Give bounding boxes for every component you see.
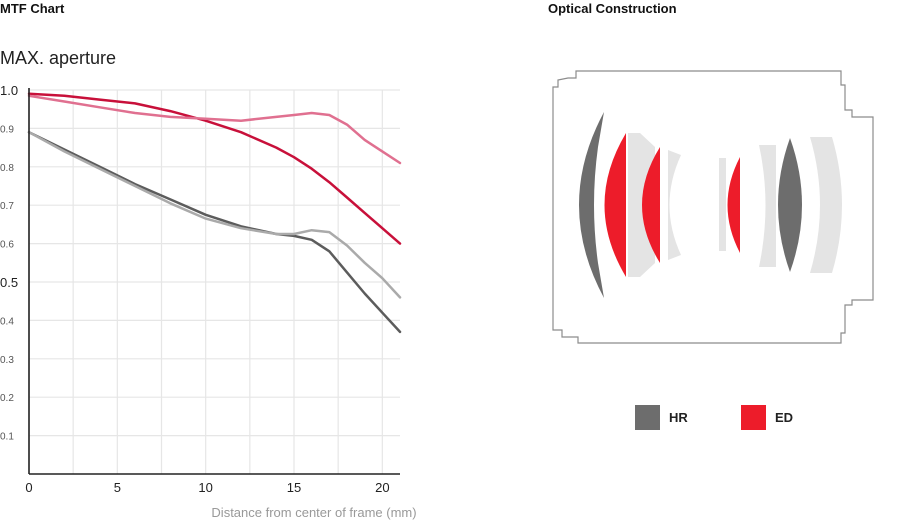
x-tick-label: 5 (114, 480, 121, 495)
lens-element-5-standard (668, 150, 681, 260)
x-tick-label: 10 (198, 480, 212, 495)
y-tick-label: 0.2 (0, 393, 14, 404)
legend-swatch-ed (741, 405, 766, 430)
mtf-chart: 1.0 0.9 0.8 0.7 0.6 0.5 0.4 0.3 0.2 0.1 0 5 10 15 20 Di… (0, 83, 417, 520)
lens-element-3-standard (628, 133, 655, 277)
y-tick-label: 0.5 (0, 275, 18, 290)
y-tick-label: 0.3 (0, 355, 14, 366)
lens-element-1-hr (579, 112, 604, 298)
lens-element-10-standard (810, 137, 842, 273)
x-tick-label: 0 (25, 480, 32, 495)
optical-construction-heading: Optical Construction (548, 1, 677, 16)
y-tick-label: 1.0 (0, 83, 18, 98)
lens-element-9-hr (778, 138, 802, 272)
y-tick-label: 0.1 (0, 432, 14, 443)
x-tick-label: 15 (287, 480, 301, 495)
lens-barrel-outline (552, 70, 874, 344)
legend-label-ed: ED (775, 410, 794, 425)
lens-element-6-standard (719, 158, 726, 251)
x-tick-label: 20 (375, 480, 389, 495)
legend-label-hr: HR (669, 410, 688, 425)
lens-element-4-ed (642, 147, 660, 263)
optical-construction-diagram (552, 70, 874, 344)
x-axis-label: Distance from center of frame (mm) (211, 505, 416, 520)
mtf-series-line-4 (27, 130, 402, 299)
legend-swatch-hr (635, 405, 660, 430)
chart-title: MAX. aperture (0, 48, 117, 68)
lens-element-2-ed (604, 133, 626, 277)
y-tick-label: 0.9 (0, 124, 14, 135)
mtf-series-line-1 (27, 92, 402, 245)
lens-element-8-standard (759, 145, 776, 267)
y-tick-label: 0.7 (0, 201, 14, 212)
mtf-series-line-2 (27, 94, 402, 165)
lens-element-7-ed (727, 157, 740, 253)
y-tick-label: 0.4 (0, 316, 14, 327)
y-tick-label: 0.6 (0, 240, 14, 251)
y-tick-label: 0.8 (0, 163, 14, 174)
mtf-chart-heading: MTF Chart (0, 1, 65, 16)
